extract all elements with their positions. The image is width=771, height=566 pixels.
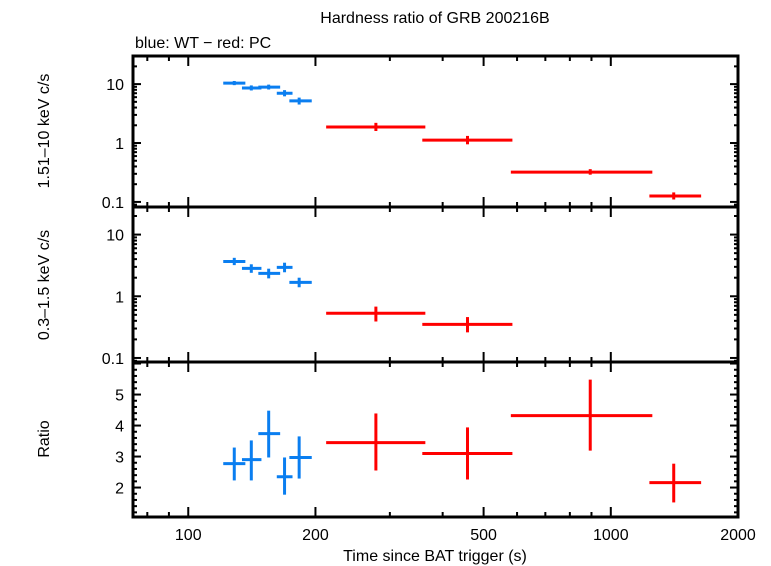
panel-1-y-axis-label: 1.51–10 keV c/s	[36, 74, 53, 189]
panel-2-y-axis-label: 0.3–1.5 keV c/s	[36, 230, 53, 340]
panel-3-y-axis-label: Ratio	[36, 420, 53, 457]
x-axis-label: Time since BAT trigger (s)	[343, 548, 527, 565]
y-tick-label: 2	[115, 481, 124, 498]
panel-frame	[131, 360, 740, 519]
chart-title: Hardness ratio of GRB 200216B	[320, 10, 549, 27]
y-tick-label: 0.1	[102, 351, 124, 368]
y-tick-label: 5	[115, 388, 124, 405]
y-tick-label: 1	[115, 289, 124, 306]
y-tick-label: 10	[106, 228, 124, 245]
y-tick-label: 4	[115, 419, 124, 436]
panel-frame	[131, 205, 740, 364]
x-tick-label: 2000	[720, 527, 756, 544]
x-tick-label: 1000	[593, 527, 629, 544]
x-tick-label: 200	[302, 527, 329, 544]
y-tick-label: 10	[106, 77, 124, 94]
panel-frame	[131, 54, 740, 209]
y-tick-label: 1	[115, 136, 124, 153]
y-tick-label: 0.1	[102, 195, 124, 212]
chart-subtitle: blue: WT − red: PC	[135, 35, 271, 52]
x-tick-label: 500	[470, 527, 497, 544]
x-tick-label: 100	[175, 527, 202, 544]
y-tick-label: 3	[115, 450, 124, 467]
